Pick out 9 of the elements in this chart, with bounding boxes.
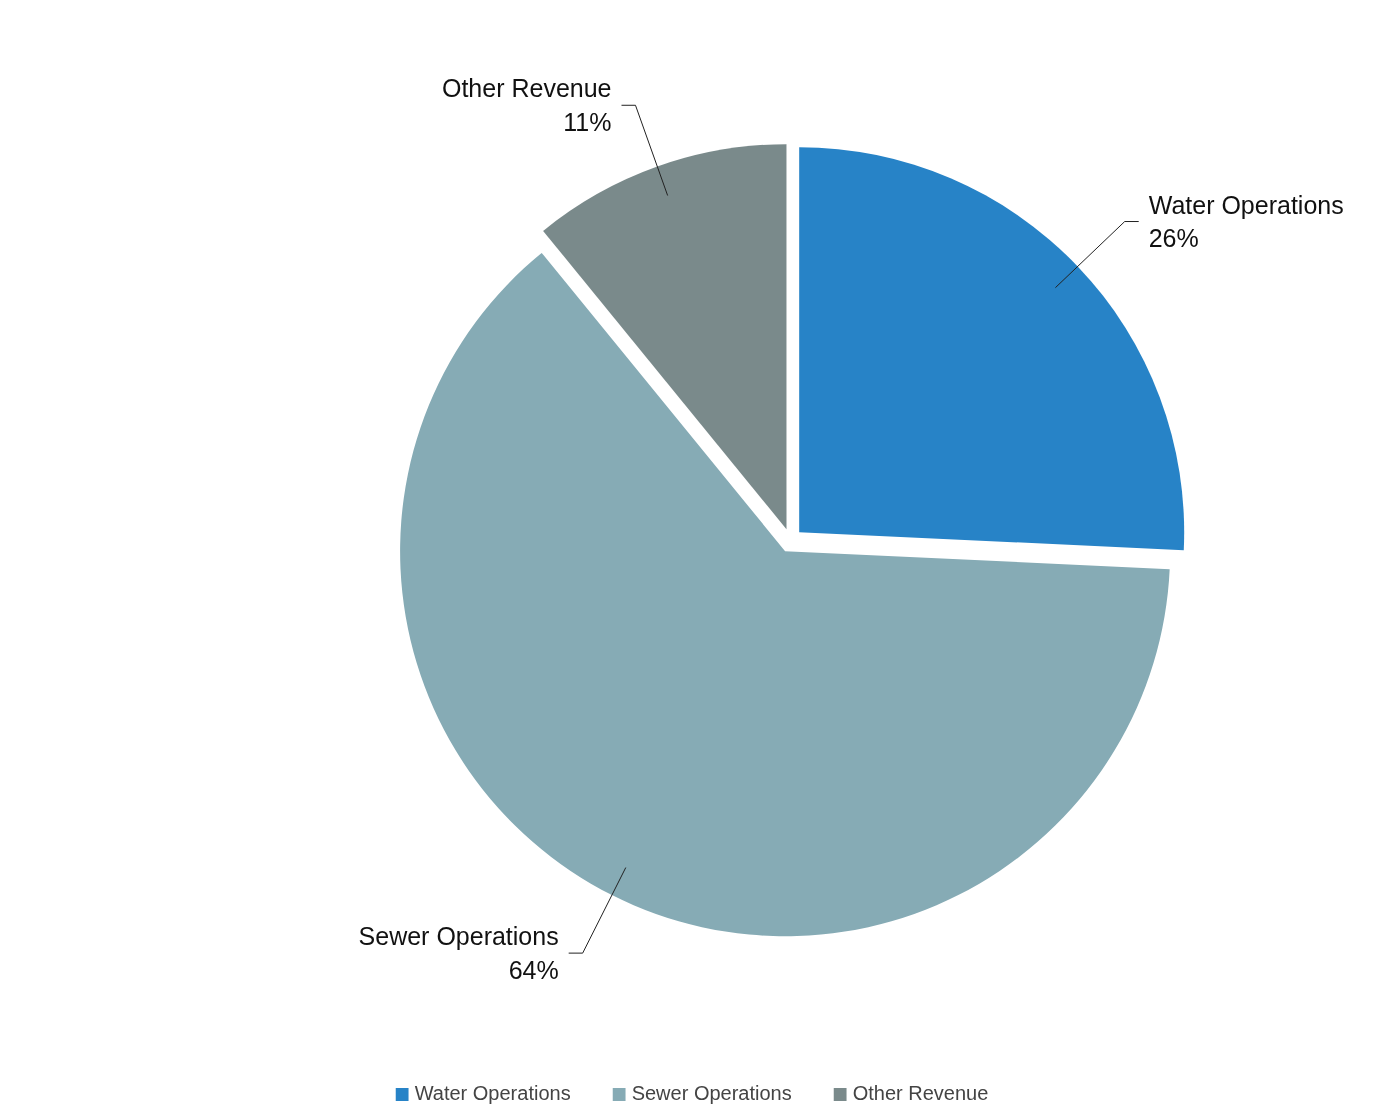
data-label: 11% bbox=[563, 108, 612, 137]
legend-label: Water Operations bbox=[414, 1082, 571, 1105]
slice-label: Sewer Operations bbox=[358, 922, 559, 951]
data-label: 26% bbox=[1148, 224, 1199, 253]
data-label: 64% bbox=[508, 955, 559, 984]
slice-label: Other Revenue bbox=[441, 74, 612, 103]
slice-label: Water Operations bbox=[1148, 190, 1344, 219]
legend-label: Other Revenue bbox=[852, 1082, 989, 1105]
legend-label: Sewer Operations bbox=[631, 1082, 792, 1105]
